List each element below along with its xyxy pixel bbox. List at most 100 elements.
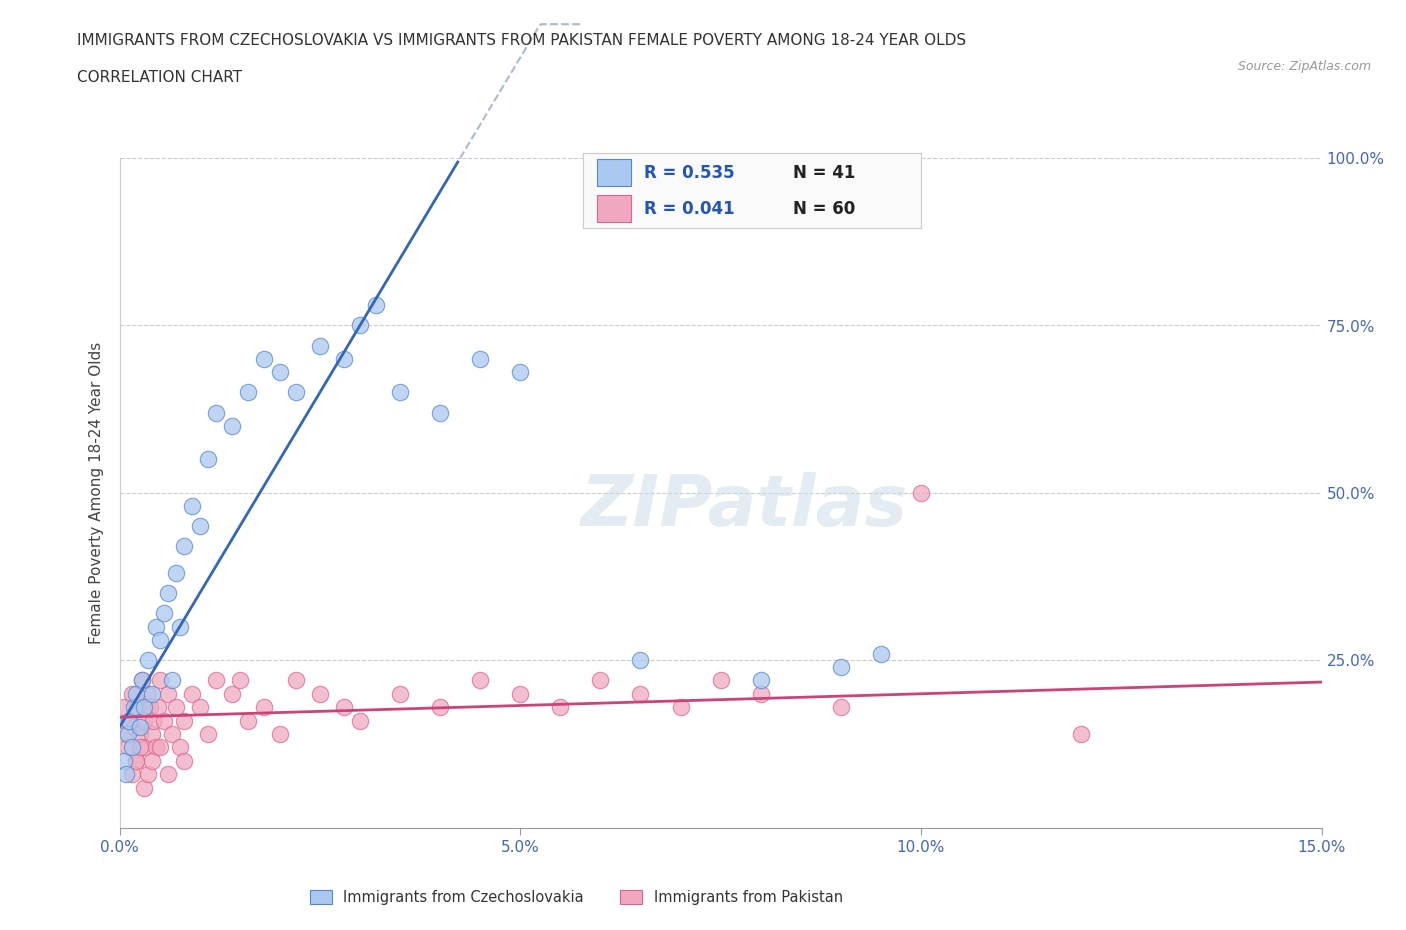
Point (253, 699, 276, 714)
Point (228, 673, 252, 688)
Point (132, 780, 155, 795)
Point (121, 686, 143, 701)
Point (349, 318, 371, 333)
Point (145, 740, 167, 755)
Point (830, 659, 852, 674)
Point (141, 753, 163, 768)
Point (128, 740, 150, 755)
Point (709, 673, 731, 688)
Point (115, 766, 138, 781)
Point (112, 753, 135, 768)
Point (333, 352, 356, 366)
Point (509, 686, 531, 701)
Text: N = 41: N = 41 (793, 164, 855, 181)
Point (1070, 726, 1092, 741)
Point (669, 699, 692, 714)
Point (470, 352, 492, 366)
Point (173, 713, 195, 728)
Y-axis label: Female Poverty Among 18-24 Year Olds: Female Poverty Among 18-24 Year Olds (89, 341, 104, 644)
Point (548, 699, 571, 714)
Point (117, 740, 139, 755)
Point (122, 699, 145, 714)
Point (910, 485, 932, 500)
Point (128, 726, 150, 741)
Point (236, 385, 259, 400)
Point (630, 653, 652, 668)
Point (127, 699, 149, 714)
Point (136, 686, 159, 701)
Point (509, 365, 531, 379)
Point (115, 726, 138, 741)
Point (118, 713, 141, 728)
Point (429, 405, 451, 420)
Point (470, 673, 492, 688)
Point (152, 606, 174, 621)
Point (145, 619, 167, 634)
Point (349, 713, 371, 728)
Point (128, 720, 150, 735)
Point (429, 699, 451, 714)
Point (117, 726, 139, 741)
Point (589, 673, 612, 688)
Point (749, 686, 772, 701)
Point (188, 699, 211, 714)
Point (204, 405, 226, 420)
Text: ZIPatlas: ZIPatlas (581, 472, 908, 540)
Point (124, 686, 146, 701)
Point (364, 298, 387, 312)
Point (134, 740, 156, 755)
Point (160, 726, 183, 741)
Point (169, 619, 191, 634)
Point (132, 713, 155, 728)
Text: Source: ZipAtlas.com: Source: ZipAtlas.com (1237, 60, 1371, 73)
Point (388, 686, 411, 701)
Point (118, 713, 141, 728)
Point (173, 753, 195, 768)
Point (197, 452, 219, 467)
Point (333, 699, 356, 714)
Point (149, 632, 172, 647)
Point (136, 653, 159, 668)
Point (284, 385, 307, 400)
Point (165, 565, 187, 580)
Point (124, 753, 146, 768)
Point (146, 699, 169, 714)
Point (269, 365, 291, 379)
Point (131, 673, 153, 688)
Text: R = 0.041: R = 0.041 (644, 200, 735, 218)
Point (830, 699, 852, 714)
Point (121, 766, 143, 781)
Point (180, 498, 202, 513)
Point (253, 352, 276, 366)
Point (309, 686, 332, 701)
Point (112, 699, 135, 714)
Point (221, 686, 243, 701)
Text: N = 60: N = 60 (793, 200, 855, 218)
Point (121, 740, 143, 755)
Point (131, 673, 153, 688)
Point (149, 673, 172, 688)
Point (630, 686, 652, 701)
Text: IMMIGRANTS FROM CZECHOSLOVAKIA VS IMMIGRANTS FROM PAKISTAN FEMALE POVERTY AMONG : IMMIGRANTS FROM CZECHOSLOVAKIA VS IMMIGR… (77, 33, 966, 47)
Point (141, 686, 163, 701)
Point (152, 713, 174, 728)
Point (156, 586, 179, 601)
Point (284, 673, 307, 688)
Point (139, 699, 162, 714)
Text: CORRELATION CHART: CORRELATION CHART (77, 70, 242, 85)
Point (156, 686, 179, 701)
Point (136, 766, 159, 781)
Point (141, 726, 163, 741)
Bar (598, 159, 631, 186)
Text: R = 0.535: R = 0.535 (644, 164, 735, 181)
Point (236, 713, 259, 728)
Point (180, 686, 202, 701)
Point (197, 726, 219, 741)
Point (124, 753, 146, 768)
Point (173, 539, 195, 554)
Point (269, 726, 291, 741)
Point (142, 713, 165, 728)
Point (188, 519, 211, 534)
Point (221, 418, 243, 433)
Point (149, 740, 172, 755)
